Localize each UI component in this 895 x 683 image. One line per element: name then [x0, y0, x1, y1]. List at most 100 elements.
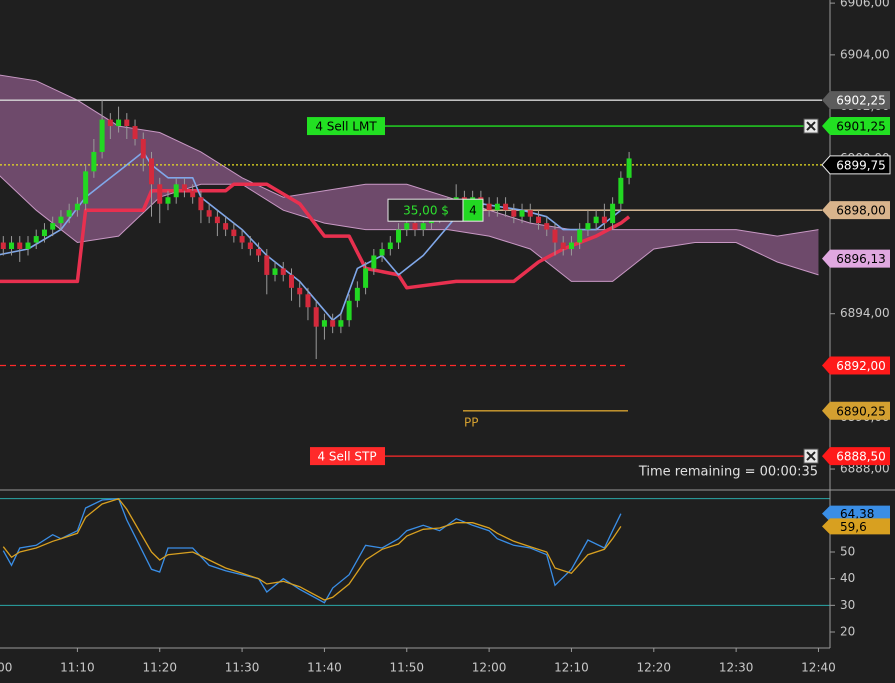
time-remaining: Time remaining = 00:00:35 [638, 465, 818, 480]
price-tag-label: 6899,75 [836, 158, 886, 172]
candle-body [116, 119, 122, 127]
candle-body [330, 320, 336, 327]
candle-body [247, 242, 253, 250]
x-tick-label: 11:40 [307, 661, 342, 675]
candle-body [50, 223, 56, 230]
overlay-layer: 4 Sell LMT 35,00 $ 4 PP 4 Sell STP Time remai… [307, 117, 819, 480]
candle-body [371, 255, 377, 269]
candle-body [173, 184, 179, 198]
candle-body [544, 223, 550, 230]
x-tick-label: 12:20 [636, 661, 671, 675]
price-tag [822, 356, 890, 375]
candle-body [346, 300, 352, 321]
candle-body [66, 210, 72, 217]
candle-body [124, 119, 130, 127]
candle-body [223, 223, 229, 230]
price-tag [822, 91, 890, 110]
candle-body [626, 158, 632, 178]
candle-body [527, 210, 533, 217]
candle-body [519, 210, 525, 217]
oscillator-tag-label: 64,38 [840, 507, 874, 521]
candle-body [231, 229, 237, 237]
candle-body [149, 158, 155, 185]
candle-body [165, 197, 171, 204]
candle-body [91, 151, 97, 172]
oscillator-tag [822, 505, 890, 522]
price-tag-label: 6890,25 [836, 404, 886, 418]
candle-body [214, 216, 220, 224]
candle-body [132, 126, 138, 140]
candle-body [140, 139, 146, 159]
price-tag-label: 6901,25 [836, 120, 886, 134]
candle-body [503, 203, 509, 211]
candle-body [83, 171, 89, 204]
candle-body [198, 197, 204, 211]
candle-body [618, 177, 624, 204]
candle-body [585, 223, 591, 230]
order-label: 4 Sell STP [317, 450, 376, 464]
cancel-icon [806, 451, 816, 461]
candle-body [107, 119, 113, 127]
candle-body [74, 203, 80, 211]
cancel-icon [806, 121, 816, 131]
price-tag [822, 117, 890, 136]
candle-body [58, 216, 64, 224]
position-qty-box [462, 198, 484, 222]
position-pnl: 35,00 $ [403, 204, 449, 218]
candle-body [486, 203, 492, 211]
x-tick-label: 12:00 [472, 661, 507, 675]
y-tick-label: 50 [840, 545, 855, 559]
candle-body [206, 210, 212, 217]
level-note: PP [464, 415, 478, 429]
order-label-box [310, 447, 385, 466]
candle-body [560, 242, 566, 250]
oscillator-tag-label: 59,6 [840, 520, 867, 534]
candle-body [552, 229, 558, 243]
x-tick-label: 11:00 [0, 661, 12, 675]
x-tick-label: 12:40 [801, 661, 836, 675]
candle-body [0, 242, 6, 250]
candle-body [280, 268, 286, 275]
x-tick-label: 12:30 [719, 661, 754, 675]
candle-body [387, 242, 393, 250]
order-label-box [307, 117, 385, 136]
candle-body [412, 223, 418, 230]
candle-body [321, 320, 327, 327]
candle-body [363, 268, 369, 288]
x-tick-label: 11:30 [225, 661, 260, 675]
candle-body [181, 184, 187, 191]
candle-body [601, 216, 607, 224]
candle-body [9, 242, 15, 250]
price-tag [822, 249, 890, 268]
candle-body [288, 274, 294, 288]
y-tick-label: 6894,00 [840, 306, 890, 320]
price-tag-label: 6896,13 [836, 252, 886, 266]
y-tick-label: 40 [840, 571, 855, 585]
candle-body [190, 190, 196, 198]
price-tag-label: 6892,00 [836, 359, 886, 373]
candle-body [17, 242, 23, 250]
candle-body [99, 119, 105, 152]
x-tick-label: 12:10 [554, 661, 589, 675]
candle-body [396, 229, 402, 243]
candle-body [420, 223, 426, 230]
candle-body [25, 242, 31, 250]
candle-body [338, 320, 344, 327]
y-tick-label: 20 [840, 625, 855, 639]
order-label: 4 Sell LMT [315, 120, 377, 134]
price-tag-label: 6888,50 [836, 450, 886, 464]
candle-body [577, 229, 583, 243]
price-tag [822, 201, 890, 220]
x-tick-label: 11:20 [142, 661, 177, 675]
y-tick-label: 30 [840, 598, 855, 612]
price-tags: 6902,25 6901,25 6899,75 6898,00 6896,13 6892,… [821, 91, 891, 535]
candle-body [239, 236, 245, 243]
candle-body [494, 203, 500, 211]
candle-body [593, 216, 599, 224]
candle-body [297, 287, 303, 295]
cloud-edge [0, 74, 819, 237]
y-tick-label: 6906,00 [840, 0, 890, 10]
price-tag-label: 6902,25 [836, 94, 886, 108]
position-qty: 4 [469, 204, 477, 218]
price-tag [821, 155, 891, 175]
